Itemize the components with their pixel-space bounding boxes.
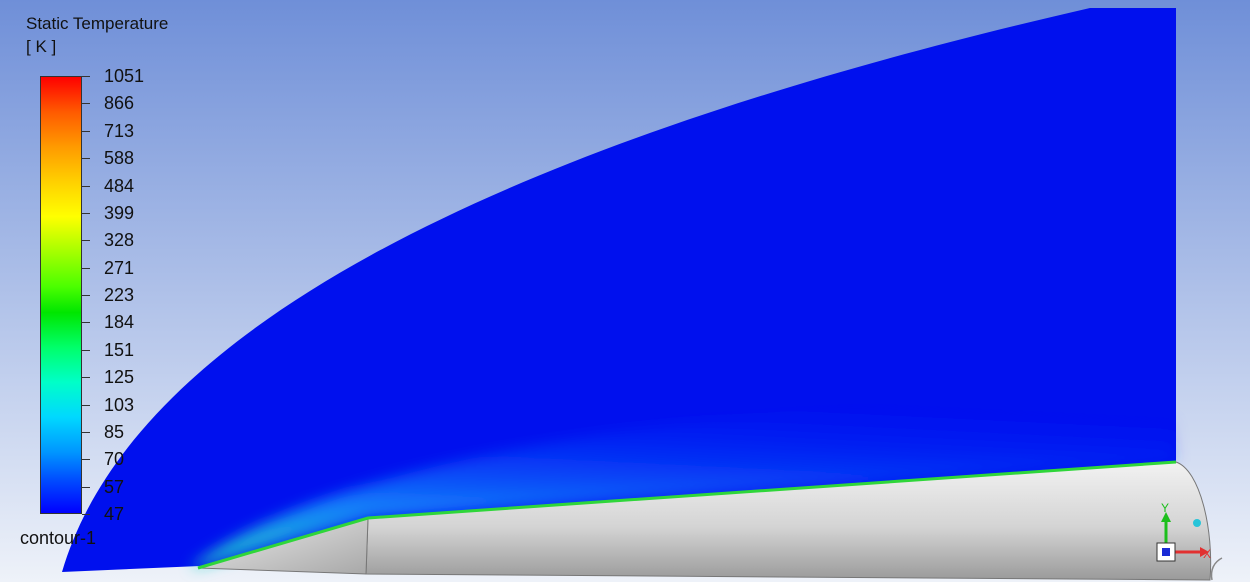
legend-tick-label: 57 — [104, 476, 125, 497]
legend-tick-label: 47 — [104, 504, 125, 524]
legend-units: [ K ] — [26, 37, 57, 56]
legend-tick — [82, 76, 90, 77]
legend-tick — [82, 130, 90, 132]
legend-tick — [82, 377, 90, 379]
x-axis-arrowhead — [1200, 547, 1209, 557]
legend-tick-label: 70 — [104, 449, 125, 470]
axis-triad[interactable]: Y X — [1156, 501, 1223, 581]
z-axis-marker — [1162, 548, 1170, 556]
legend-tick-label: 328 — [104, 230, 135, 251]
legend-tick — [82, 103, 90, 105]
legend-tick — [82, 158, 90, 160]
wall-temperature-layer — [197, 460, 1177, 570]
body-cylinder — [365, 461, 1212, 581]
legend-tick — [82, 267, 90, 269]
legend-title: Static Temperature — [26, 14, 169, 33]
legend-tick-label: 125 — [104, 367, 135, 388]
legend-tick-label: 223 — [104, 285, 135, 305]
triad-sphere-icon — [1193, 519, 1201, 527]
legend-colorbar — [40, 76, 82, 514]
legend-tick-label: 484 — [104, 175, 135, 196]
legend-tick-label: 184 — [104, 312, 135, 333]
legend-tick-label: 271 — [104, 257, 135, 278]
legend-tick-label: 85 — [104, 421, 125, 442]
legend-tick-label: 399 — [104, 202, 135, 223]
legend-tick-label: 713 — [104, 120, 135, 141]
contour-name: contour-1 — [20, 528, 97, 548]
legend-tick — [82, 514, 90, 515]
legend-tick — [82, 349, 90, 351]
legend-tick — [82, 185, 90, 187]
legend-tick — [82, 240, 90, 242]
legend-tick — [82, 404, 90, 406]
legend-tick — [82, 459, 90, 461]
legend-tick-label: 588 — [104, 148, 135, 169]
rotate-view-icon[interactable] — [1210, 557, 1223, 581]
legend-tick-label: 1051 — [104, 66, 145, 86]
legend-tick — [82, 322, 90, 324]
legend-tick-label: 103 — [104, 394, 135, 415]
legend-tick — [82, 295, 90, 296]
boundary-layer-plume — [190, 378, 1176, 568]
x-axis-label: X — [1203, 547, 1211, 561]
legend-tick-label: 151 — [104, 339, 135, 360]
legend-tick — [82, 486, 90, 488]
y-axis-label: Y — [1161, 501, 1169, 515]
y-axis-arrowhead — [1161, 512, 1171, 522]
legend-tick — [82, 431, 90, 433]
legend-tick-label: 866 — [104, 93, 135, 114]
legend-tick — [82, 212, 90, 214]
